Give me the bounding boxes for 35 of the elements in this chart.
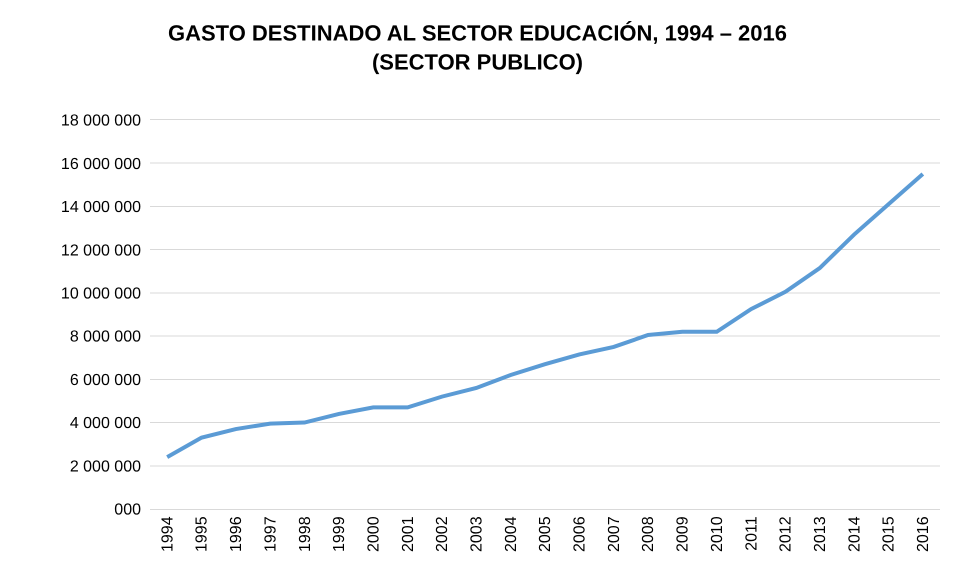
x-tick-label: 2015 <box>880 516 898 552</box>
x-tick-label: 2014 <box>846 516 864 552</box>
y-tick-label: 2 000 000 <box>70 458 142 476</box>
x-tick-label: 1999 <box>331 516 348 552</box>
x-tick-label: 2016 <box>915 516 932 552</box>
y-tick-label: 18 000 000 <box>60 112 142 130</box>
x-tick-label: 2013 <box>812 516 829 552</box>
x-tick-label: 2003 <box>468 516 486 552</box>
chart-title: GASTO DESTINADO AL SECTOR EDUCACIÓN, 1994 – 2016 (SECTOR PUBLICO) <box>168 20 788 74</box>
x-tick-label: 1996 <box>228 516 246 552</box>
y-tick-label: 4 000 000 <box>70 415 142 432</box>
x-tick-label: 2001 <box>400 516 417 552</box>
x-tick-label: 1995 <box>194 516 211 552</box>
line-series <box>165 172 925 460</box>
y-tick-label: 16 000 000 <box>60 156 142 173</box>
y-tick-label: 12 000 000 <box>60 242 142 260</box>
x-tick-label: 2010 <box>708 516 726 552</box>
x-tick-label: 1994 <box>159 516 176 552</box>
x-tick-label: 2007 <box>606 516 623 552</box>
x-tick-label: 2004 <box>502 516 520 552</box>
x-tick-label: 2005 <box>537 516 554 552</box>
y-tick-label: 10 000 000 <box>60 285 142 302</box>
x-tick-label: 2012 <box>778 516 795 552</box>
x-tick-label: 2008 <box>640 516 658 552</box>
y-tick-label: 8 000 000 <box>70 328 142 346</box>
x-tick-label: 1998 <box>296 516 314 552</box>
x-tick-label: 2009 <box>674 516 692 552</box>
y-tick-label: 6 000 000 <box>70 372 142 389</box>
x-tick-label: 2000 <box>365 516 382 552</box>
y-tick-label: 000 <box>114 502 142 519</box>
x-tick-label: 2006 <box>572 516 589 552</box>
x-tick-label: 1997 <box>262 516 280 552</box>
y-tick-label: 14 000 000 <box>60 199 142 216</box>
x-tick-label: 2002 <box>434 516 452 552</box>
x-tick-label: 2011 <box>743 516 760 551</box>
